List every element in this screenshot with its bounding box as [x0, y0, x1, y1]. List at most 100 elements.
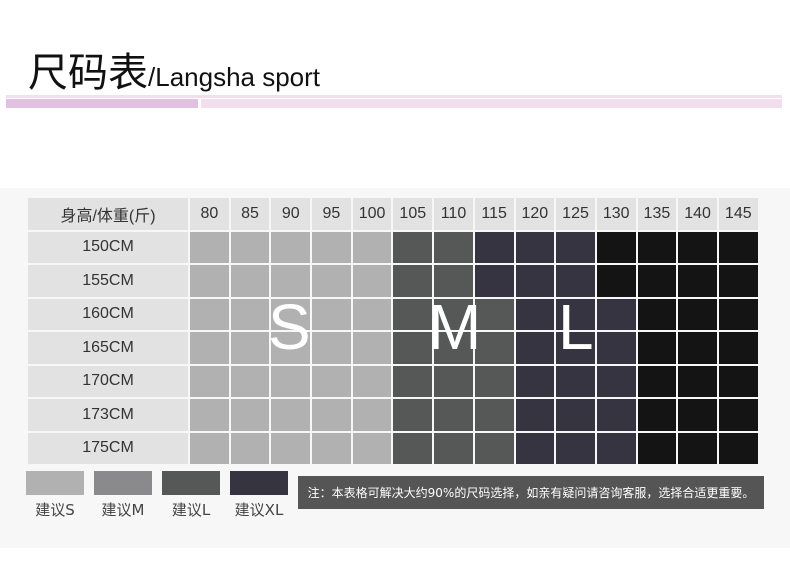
weight-header: 145 — [718, 198, 758, 230]
size-cell — [556, 365, 595, 397]
size-cell — [718, 332, 758, 364]
size-cell — [596, 231, 636, 263]
weight-header: 105 — [393, 198, 433, 230]
size-cell — [596, 332, 636, 364]
size-cell — [474, 231, 514, 263]
weight-header: 115 — [474, 198, 514, 230]
height-label: 150CM — [28, 231, 188, 263]
size-cell — [190, 365, 229, 397]
size-cell — [474, 432, 514, 464]
accent-bar-light — [201, 99, 782, 108]
size-cell — [271, 298, 311, 330]
size-cell — [678, 365, 717, 397]
legend-swatch — [94, 471, 152, 495]
size-label-l: L — [558, 291, 594, 363]
size-cell — [393, 265, 433, 297]
size-cell — [515, 298, 555, 330]
size-cell — [596, 432, 636, 464]
size-cell — [474, 365, 514, 397]
size-cell — [393, 432, 433, 464]
size-cell — [678, 231, 717, 263]
size-cell — [434, 332, 473, 364]
size-cell — [515, 432, 555, 464]
weight-header: 100 — [352, 198, 392, 230]
accent-bar — [6, 99, 198, 108]
size-cell — [718, 298, 758, 330]
size-cell — [596, 298, 636, 330]
size-cell — [190, 332, 229, 364]
size-cell — [515, 399, 555, 431]
size-cell — [596, 265, 636, 297]
size-cell — [352, 365, 392, 397]
legend-item: 建议M — [94, 471, 152, 520]
size-cell — [637, 231, 677, 263]
size-cell — [678, 332, 717, 364]
size-cell — [393, 231, 433, 263]
weight-header: 95 — [312, 198, 351, 230]
size-cell — [312, 298, 351, 330]
size-cell — [556, 432, 595, 464]
size-cell — [352, 265, 392, 297]
size-cell — [312, 432, 351, 464]
size-cell — [718, 231, 758, 263]
size-cell — [271, 231, 311, 263]
title-main: 尺码表 — [28, 50, 148, 96]
size-table: 身高/体重(斤) 80 85 90 95 100 105 110 115 120 125 130 135… — [28, 198, 758, 464]
legend-label: 建议S — [35, 501, 75, 519]
size-cell — [312, 399, 351, 431]
size-cell — [312, 332, 351, 364]
size-cell — [230, 298, 270, 330]
divider-line — [6, 95, 782, 98]
size-label-m: M — [428, 291, 482, 363]
height-label: 160CM — [28, 298, 188, 330]
size-cell — [312, 265, 351, 297]
legend-label: 建议L — [171, 501, 211, 519]
size-cell — [393, 399, 433, 431]
legend-item: 建议S — [26, 471, 84, 520]
height-label: 155CM — [28, 265, 188, 297]
size-cell — [271, 332, 311, 364]
size-cell — [230, 432, 270, 464]
weight-header: 90 — [271, 198, 311, 230]
legend-label: 建议M — [101, 501, 145, 519]
size-cell — [230, 265, 270, 297]
size-cell — [515, 365, 555, 397]
legend-label: 建议XL — [234, 501, 284, 519]
size-cell — [515, 231, 555, 263]
size-cell — [678, 399, 717, 431]
size-cell — [352, 332, 392, 364]
size-cell — [312, 365, 351, 397]
size-cell — [718, 432, 758, 464]
size-cell — [393, 298, 433, 330]
height-label: 173CM — [28, 399, 188, 431]
legend-item: 建议XL — [230, 471, 288, 520]
weight-header: 135 — [637, 198, 677, 230]
size-cell — [596, 399, 636, 431]
size-cell — [352, 298, 392, 330]
weight-header: 80 — [190, 198, 229, 230]
size-cell — [434, 365, 473, 397]
corner-header: 身高/体重(斤) — [28, 198, 188, 230]
weight-header: 110 — [434, 198, 473, 230]
size-cell — [434, 432, 473, 464]
size-cell — [637, 399, 677, 431]
size-cell — [230, 231, 270, 263]
title-separator: / — [148, 62, 156, 92]
weight-header: 140 — [678, 198, 717, 230]
size-cell — [556, 231, 595, 263]
size-cell — [678, 265, 717, 297]
size-cell — [718, 265, 758, 297]
size-cell — [271, 432, 311, 464]
size-cell — [515, 265, 555, 297]
size-cell — [637, 432, 677, 464]
size-cell — [474, 332, 514, 364]
height-label: 165CM — [28, 332, 188, 364]
size-cell — [556, 298, 595, 330]
page-title: 尺码表/Langsha sport — [28, 40, 320, 98]
size-cell — [230, 332, 270, 364]
size-cell — [393, 332, 433, 364]
size-cell — [637, 265, 677, 297]
size-cell — [678, 432, 717, 464]
size-cell — [230, 399, 270, 431]
size-cell — [190, 432, 229, 464]
